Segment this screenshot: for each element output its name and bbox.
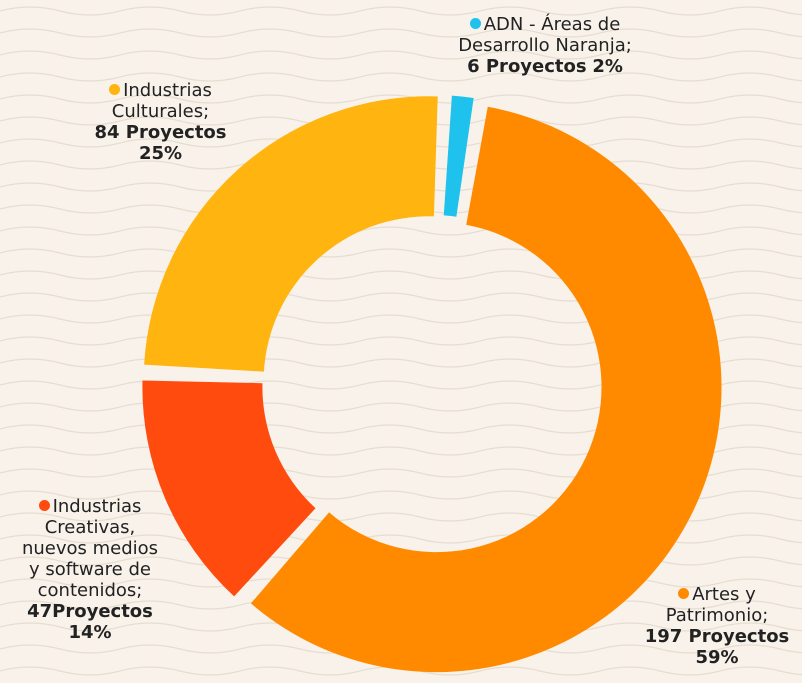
value-label: 197 Proyectos	[644, 626, 790, 647]
slice	[144, 96, 438, 372]
value-label: 6 Proyectos	[467, 56, 587, 77]
percent-label: 2%	[592, 56, 623, 77]
label-adn: ADN - Áreas de Desarrollo Naranja; 6 Pro…	[440, 14, 650, 77]
percent-label: 25%	[138, 143, 183, 164]
label-creativas: Industrias Creativas, nuevos medios y so…	[10, 496, 170, 643]
label-artes: Artes y Patrimonio; 197 Proyectos 59%	[632, 584, 802, 668]
value-label: 84 Proyectos	[94, 122, 227, 143]
donut	[142, 95, 722, 673]
category: ADN - Áreas de Desarrollo Naranja;	[458, 14, 632, 56]
legend-dot	[678, 588, 690, 599]
slice	[142, 380, 316, 597]
slice	[250, 106, 722, 673]
legend-dot	[469, 18, 481, 29]
percent-label: 14%	[68, 622, 112, 643]
percent-label: 59%	[695, 647, 739, 668]
category: Industrias Creativas, nuevos medios y so…	[21, 496, 159, 601]
slice	[443, 95, 474, 217]
category: Industrias Culturales;	[111, 80, 212, 122]
value-label: 47Proyectos	[27, 601, 153, 622]
legend-dot	[109, 84, 121, 95]
category: Artes y Patrimonio;	[665, 584, 769, 626]
legend-dot	[38, 500, 50, 511]
label-culturales: Industrias Culturales; 84 Proyectos 25%	[78, 80, 243, 164]
